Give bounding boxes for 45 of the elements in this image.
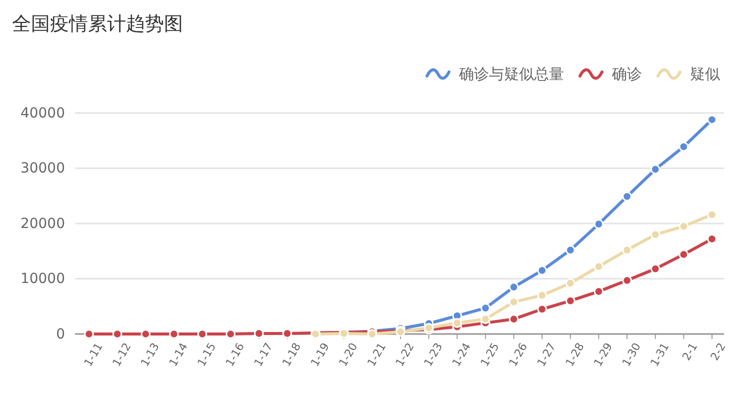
point (594, 219, 604, 229)
point (537, 266, 548, 276)
chart-title: 全国疫情累计趋势图 (12, 13, 183, 35)
y-tick-label: 20000 (20, 216, 65, 232)
point (537, 304, 548, 314)
x-tick-label: 2-2 (708, 340, 728, 363)
point (707, 114, 717, 125)
point (565, 245, 576, 255)
point (254, 328, 264, 338)
point (678, 142, 689, 152)
point (565, 296, 576, 306)
point (537, 290, 548, 300)
point (594, 262, 604, 272)
y-tick-label: 40000 (20, 105, 65, 122)
point (169, 329, 179, 339)
point (650, 164, 660, 174)
point (226, 329, 236, 339)
x-tick-label: 2-1 (680, 340, 700, 363)
point (622, 245, 632, 255)
point (594, 286, 604, 296)
y-tick-label: 30000 (20, 160, 65, 177)
point (452, 318, 462, 328)
y-tick-label: 10000 (20, 271, 65, 288)
point (508, 282, 519, 292)
point (480, 303, 490, 313)
point (112, 329, 122, 339)
point (707, 234, 717, 244)
point (707, 210, 717, 220)
point (84, 329, 94, 339)
legend-label: 确诊与疑似总量 (458, 65, 564, 83)
point (678, 250, 689, 260)
point (565, 278, 576, 288)
point (650, 264, 660, 274)
point (650, 230, 660, 240)
y-tick-label: 0 (56, 326, 65, 342)
point (282, 328, 292, 338)
point (140, 329, 151, 339)
point (622, 192, 632, 202)
point (480, 314, 490, 324)
legend-label: 确诊 (611, 65, 642, 83)
point (508, 297, 519, 307)
point (197, 329, 208, 339)
point (678, 221, 689, 232)
point (367, 329, 378, 339)
legend-label: 疑似 (690, 65, 720, 83)
